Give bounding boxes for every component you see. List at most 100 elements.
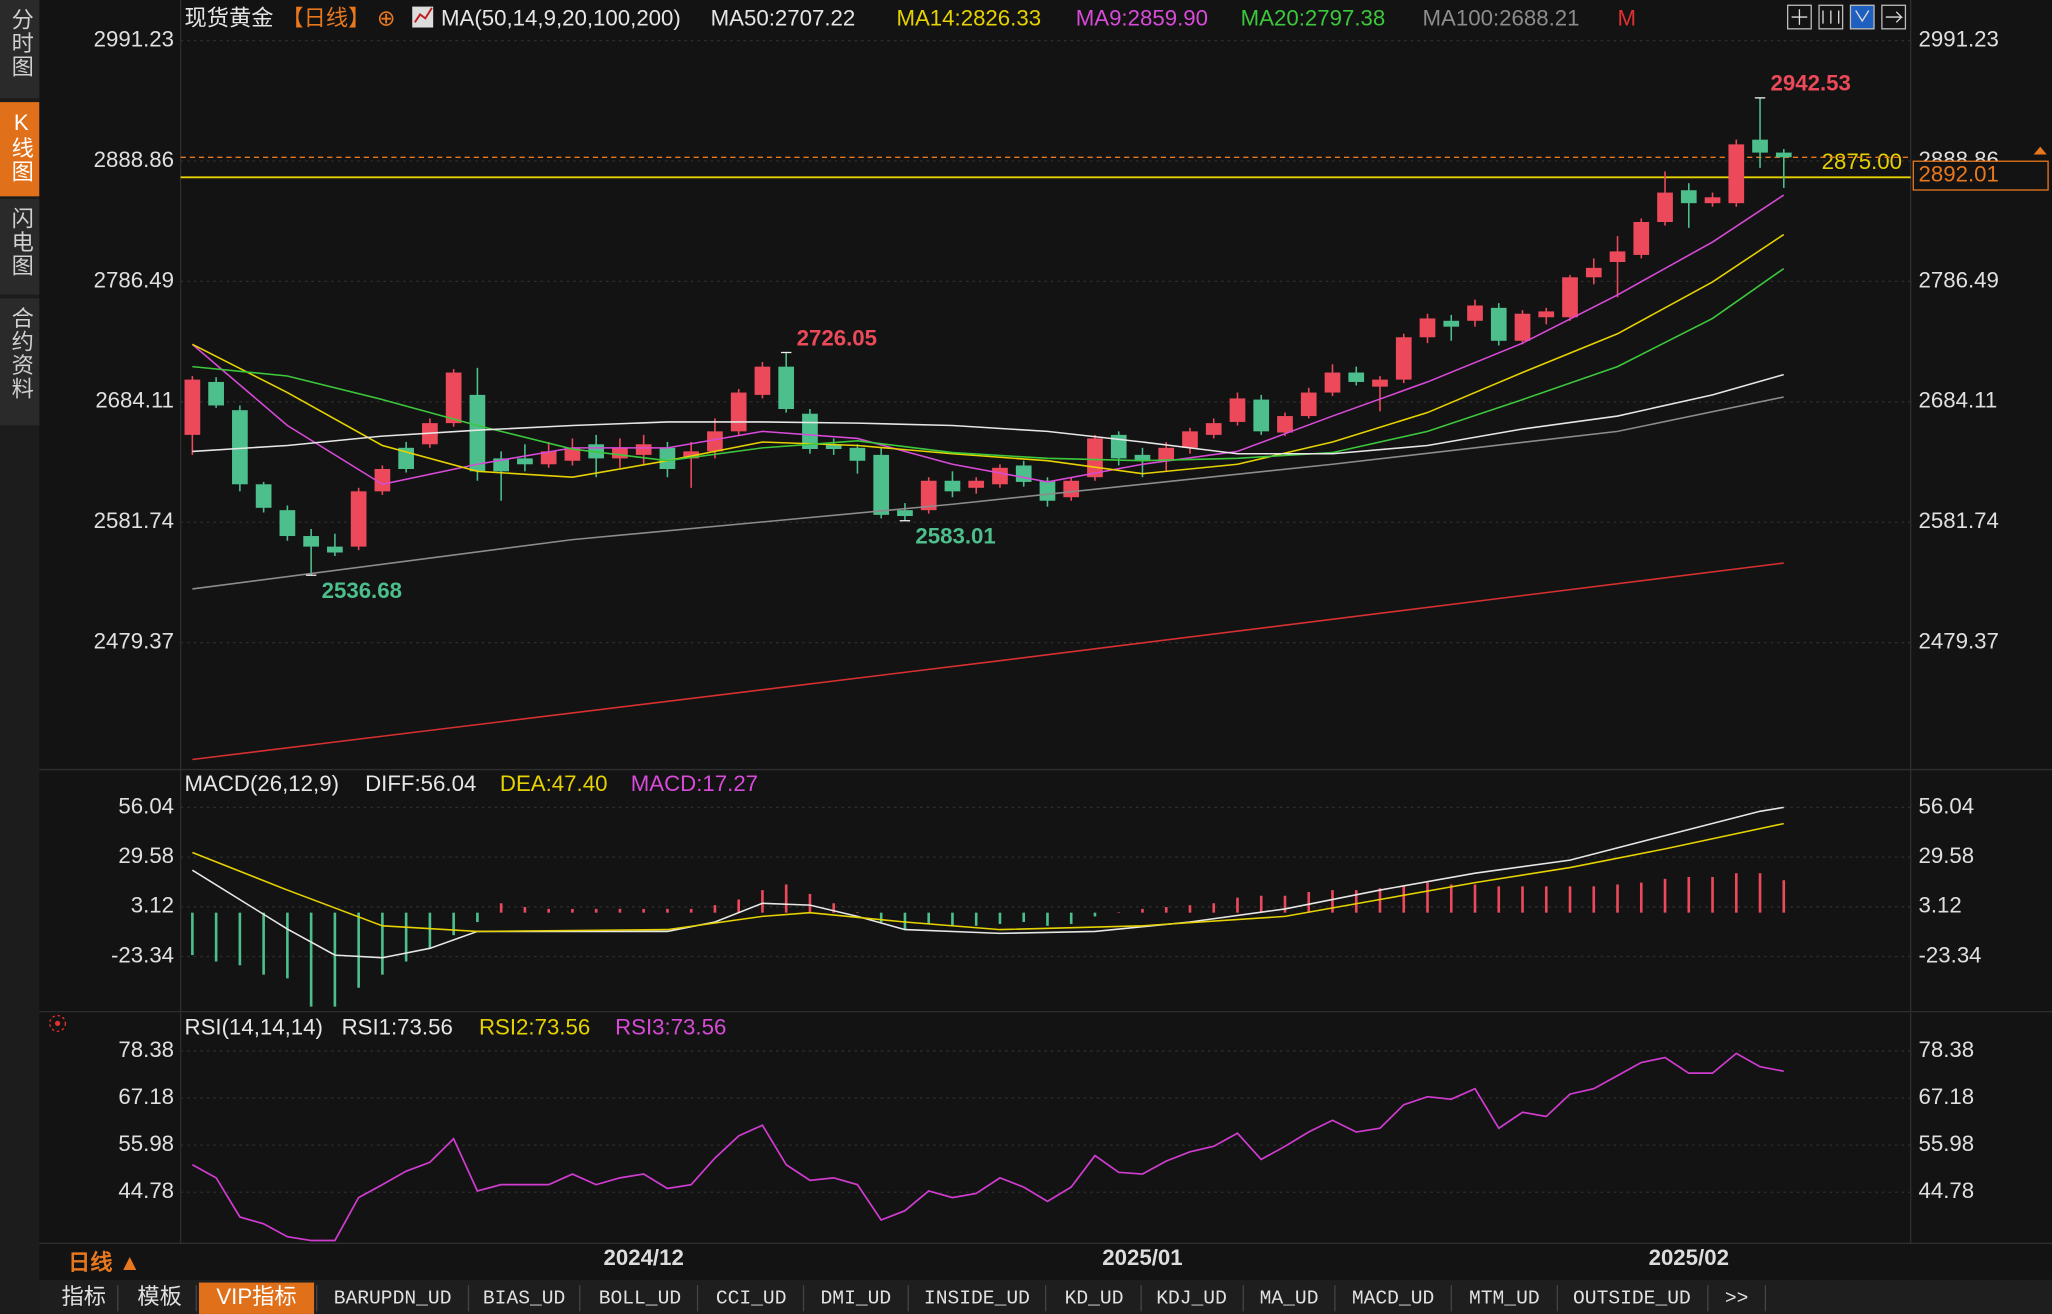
x-tick-label: 2025/01 xyxy=(1102,1245,1182,1270)
candle-body xyxy=(1609,251,1626,262)
tab-label[interactable]: BOLL_UD xyxy=(599,1287,681,1309)
candle-body xyxy=(1229,398,1246,422)
legend-entry: MA20:2797.38 xyxy=(1241,6,1386,31)
icon[interactable] xyxy=(1786,4,1812,30)
candle-body xyxy=(1158,447,1175,461)
y-tick-label: 56.04 xyxy=(118,793,174,818)
extreme-label: 2942.53 xyxy=(1771,71,1851,96)
icon-glyph xyxy=(1791,9,1904,25)
candle-body xyxy=(1680,190,1697,204)
tab-label[interactable]: 指标 xyxy=(62,1284,106,1309)
rsi-icon[interactable] xyxy=(49,1014,67,1032)
candle-body xyxy=(849,447,866,461)
macd-line xyxy=(191,806,1784,959)
candle-body xyxy=(1467,305,1483,321)
y-tick-label-right: 2479.37 xyxy=(1919,629,1999,654)
y-tick-label-right: 56.04 xyxy=(1919,793,1975,818)
y-tick-label: 78.38 xyxy=(118,1037,174,1062)
tab-label[interactable]: >> xyxy=(1725,1287,1749,1309)
tab-label[interactable]: OUTSIDE_UD xyxy=(1573,1287,1691,1309)
sidebar-tab-label: K线图 xyxy=(9,110,34,183)
sidebar-tab-label: 合约资料 xyxy=(9,306,34,401)
tab-label[interactable]: MACD_UD xyxy=(1352,1287,1434,1309)
candle-body xyxy=(968,480,985,488)
x-tick-label: 2025/02 xyxy=(1649,1245,1729,1270)
candle-body xyxy=(303,536,319,547)
candle-body xyxy=(1039,480,1056,501)
period-button[interactable]: 日线 ▲ xyxy=(68,1249,141,1275)
sidebar-tab[interactable] xyxy=(0,198,40,295)
candle-body xyxy=(992,467,1008,485)
candle-body xyxy=(493,458,510,472)
candle-body xyxy=(1324,372,1341,393)
y-tick-label-right: 2581.74 xyxy=(1919,508,1999,533)
tab-label[interactable]: MA_UD xyxy=(1260,1287,1319,1309)
scroll-arrow[interactable] xyxy=(2033,146,2047,155)
ma-line xyxy=(192,396,1784,590)
tab-label[interactable]: INSIDE_UD xyxy=(924,1287,1030,1309)
sidebar-tab[interactable] xyxy=(0,298,40,426)
tab-active-bg xyxy=(198,1282,315,1314)
candle-body xyxy=(1395,337,1412,380)
tab-label[interactable]: MTM_UD xyxy=(1469,1287,1540,1309)
candle-body xyxy=(1015,465,1032,482)
legend-entry: RSI2:73.56 xyxy=(479,1015,590,1040)
candle-body xyxy=(659,447,676,469)
legend-entry: MA100:2688.21 xyxy=(1423,6,1580,31)
sidebar-tab[interactable] xyxy=(0,0,40,99)
ma-line xyxy=(192,562,1784,761)
icon[interactable] xyxy=(1849,4,1875,30)
candle-body xyxy=(1253,399,1270,432)
candle-body xyxy=(184,379,201,435)
y-tick-label: 44.78 xyxy=(118,1178,174,1203)
candle-body xyxy=(1633,221,1650,255)
candle-body xyxy=(1728,144,1745,204)
candle-body xyxy=(683,451,700,459)
marker[interactable]: ⊕ xyxy=(377,6,396,31)
candle-body xyxy=(1134,454,1151,461)
icon[interactable] xyxy=(1818,4,1844,30)
legend-entry: RSI3:73.56 xyxy=(615,1015,726,1040)
candle-body xyxy=(1775,152,1792,158)
sidebar-tab[interactable] xyxy=(0,102,40,197)
extreme-label: 2536.68 xyxy=(322,578,402,603)
candle-body xyxy=(374,468,391,492)
tab-label[interactable]: CCI_UD xyxy=(716,1287,787,1309)
sidebar-tab-label: 分时图 xyxy=(9,7,34,78)
candle-body xyxy=(540,451,557,465)
candle-body xyxy=(1538,311,1555,318)
y-tick-label: -23.34 xyxy=(111,942,174,967)
ma-icon-glyph xyxy=(414,7,433,23)
tab-label[interactable]: VIP指标 xyxy=(216,1284,296,1309)
legend-entry: M xyxy=(1618,6,1637,31)
tab-label[interactable]: BARUPDN_UD xyxy=(334,1287,452,1309)
y-tick-label: 67.18 xyxy=(118,1084,174,1109)
tab-label[interactable]: 模板 xyxy=(137,1284,181,1309)
candle-body xyxy=(517,458,533,465)
y-tick-label-right: -23.34 xyxy=(1919,942,1982,967)
tab-label[interactable]: KDJ_UD xyxy=(1156,1287,1227,1309)
y-tick-label-right: 29.58 xyxy=(1919,843,1975,868)
candle-body xyxy=(1443,320,1460,327)
icon[interactable] xyxy=(1881,4,1907,30)
tab-label[interactable]: BIAS_UD xyxy=(483,1287,565,1309)
sidebar xyxy=(0,0,40,1314)
candle-body xyxy=(730,392,747,432)
candle-body xyxy=(279,510,296,537)
last-price-label: 2892.01 xyxy=(1919,161,1999,186)
candle-body xyxy=(778,366,795,410)
candle-body xyxy=(1490,307,1507,341)
indicator-label: RSI(14,14,14) xyxy=(185,1015,323,1040)
tab-label[interactable]: KD_UD xyxy=(1065,1287,1124,1309)
y-tick-label: 2888.86 xyxy=(94,147,174,172)
candle-body xyxy=(1348,372,1365,382)
macd-line xyxy=(192,822,1784,933)
y-tick-label-right: 2786.49 xyxy=(1919,267,1999,292)
y-tick-label-right: 2684.11 xyxy=(1919,388,1998,413)
candle-body xyxy=(1110,434,1127,459)
y-tick-label-right: 2991.23 xyxy=(1919,26,1999,51)
candle-body xyxy=(350,491,367,547)
tab-label[interactable]: DMI_UD xyxy=(821,1287,892,1309)
y-tick-label: 2991.23 xyxy=(94,26,174,51)
candle-body xyxy=(1657,192,1673,222)
